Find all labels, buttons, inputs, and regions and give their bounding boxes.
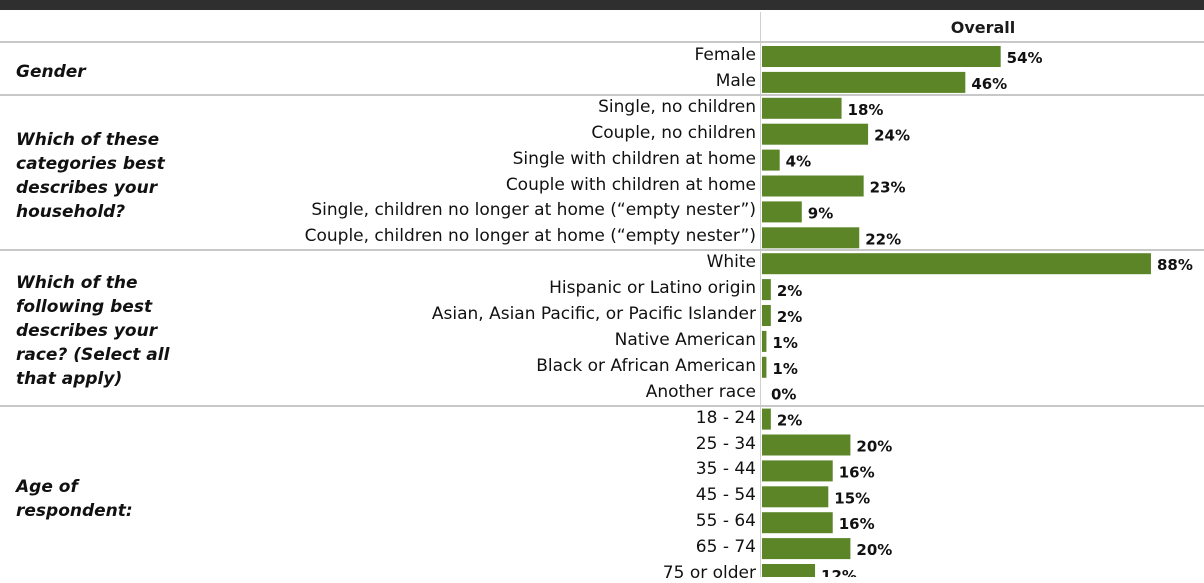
- group-separator: [0, 94, 1204, 96]
- bar: [762, 408, 771, 430]
- bar: [762, 253, 1151, 275]
- value-label: 15%: [834, 489, 870, 507]
- section-label: Which of the following best describes yo…: [16, 273, 170, 389]
- bar: [762, 330, 767, 352]
- bar: [762, 227, 860, 249]
- bar: [762, 201, 802, 223]
- value-label: 2%: [777, 282, 802, 300]
- group-separator: [0, 405, 1204, 407]
- bar: [762, 149, 780, 171]
- section-label: Gender: [16, 62, 86, 82]
- row-label: White: [706, 252, 756, 273]
- bar: [762, 279, 771, 301]
- row-label: 18 - 24: [695, 407, 756, 428]
- row-label: Female: [694, 45, 756, 65]
- bar: [762, 46, 1001, 67]
- row-label: Hispanic or Latino origin: [549, 278, 756, 299]
- axis-line: [760, 12, 761, 577]
- row-label: 25 - 34: [695, 433, 756, 454]
- bar: [762, 486, 829, 508]
- bar: [762, 97, 842, 119]
- value-label: 88%: [1157, 256, 1193, 274]
- header-bar: [0, 0, 1204, 10]
- row-label: 45 - 54: [695, 485, 756, 506]
- value-label: 12%: [821, 567, 857, 577]
- bar: [762, 564, 816, 577]
- value-label: 22%: [865, 230, 901, 248]
- value-label: 24%: [874, 127, 910, 145]
- value-label: 16%: [839, 515, 875, 533]
- row-label: Black or African American: [536, 355, 756, 376]
- bar: [762, 538, 851, 560]
- value-label: 23%: [870, 179, 906, 197]
- value-label: 18%: [848, 101, 884, 119]
- row-label: Single, children no longer at home (“emp…: [311, 200, 756, 221]
- row-label: 35 - 44: [695, 459, 756, 480]
- value-label: 2%: [777, 412, 802, 430]
- section-label: Which of these categories best describes…: [16, 130, 165, 222]
- value-label: 4%: [786, 153, 811, 171]
- row-label: Single with children at home: [512, 148, 756, 169]
- value-label: 1%: [772, 334, 797, 352]
- header-separator: [0, 41, 1204, 43]
- value-label: 0%: [771, 386, 796, 404]
- row-label: Couple with children at home: [505, 174, 756, 195]
- value-label: 20%: [856, 541, 892, 559]
- bar: [762, 175, 864, 197]
- value-label: 2%: [777, 308, 802, 326]
- row-label: Couple, children no longer at home (“emp…: [304, 226, 756, 247]
- row-label: Single, no children: [598, 96, 756, 117]
- group-separator: [0, 249, 1204, 251]
- bar: [762, 123, 869, 145]
- bar: [762, 512, 833, 534]
- row-label: 65 - 74: [695, 537, 756, 558]
- column-header: Overall: [950, 18, 1016, 37]
- row-label: 55 - 64: [695, 511, 756, 532]
- value-label: 54%: [1007, 49, 1043, 67]
- row-label: Another race: [645, 381, 756, 402]
- value-label: 20%: [856, 438, 892, 456]
- row-label: Couple, no children: [591, 122, 756, 143]
- bar: [762, 356, 767, 378]
- bar: [762, 434, 851, 456]
- row-label: Male: [715, 70, 756, 91]
- value-label: 9%: [808, 204, 833, 222]
- value-label: 46%: [971, 75, 1007, 93]
- row-label: Asian, Asian Pacific, or Pacific Islande…: [431, 304, 756, 324]
- bar: [762, 71, 966, 93]
- row-label: Native American: [614, 329, 756, 350]
- bar: [762, 460, 833, 482]
- section-label: Age of respondent:: [16, 477, 133, 521]
- bar: [762, 305, 771, 326]
- value-label: 16%: [839, 463, 875, 481]
- value-label: 1%: [772, 360, 797, 378]
